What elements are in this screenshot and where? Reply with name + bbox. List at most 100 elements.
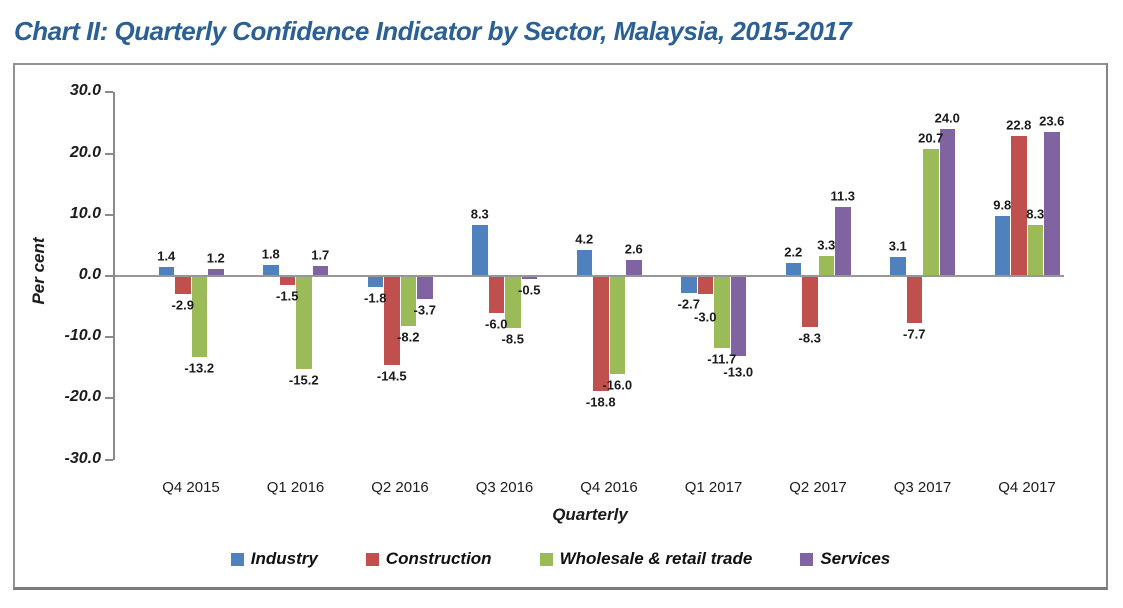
x-category-label: Q4 2017 — [998, 479, 1056, 496]
bar-label: 24.0 — [934, 110, 960, 126]
bar — [626, 260, 642, 276]
bar-label: 1.2 — [206, 250, 225, 266]
bar-label: -2.9 — [171, 297, 194, 313]
bar-label: -14.5 — [376, 368, 407, 384]
bar-label: -0.5 — [518, 282, 541, 298]
bar — [593, 276, 609, 392]
x-axis-title: Quarterly — [552, 505, 628, 524]
y-tick-label: 20.0 — [69, 143, 101, 161]
bar-label: -8.5 — [501, 331, 524, 347]
plot-area: Per cent 30.0 20.0 10.0 0.0 -10.0 -20.0 -30.0 Q… — [15, 65, 1106, 587]
bar — [400, 276, 416, 327]
x-category-label: Q4 2015 — [162, 479, 220, 496]
bar-label: 4.2 — [575, 231, 594, 247]
bar — [417, 276, 433, 299]
y-tick-mark — [105, 213, 113, 216]
bar — [1011, 136, 1027, 276]
y-tick-label: -20.0 — [64, 388, 101, 406]
bar — [939, 129, 955, 276]
bar — [1027, 225, 1043, 276]
bar-label: -11.7 — [707, 351, 737, 367]
x-category-label: Q2 2016 — [371, 479, 429, 496]
y-axis-line — [113, 92, 115, 460]
bar — [576, 250, 592, 276]
bar-label: 1.4 — [157, 248, 176, 264]
bar-label: 1.7 — [311, 247, 330, 263]
bar-label: 2.6 — [624, 241, 643, 257]
legend-item: Wholesale & retail trade — [539, 549, 753, 569]
bar — [923, 149, 939, 276]
bar — [279, 276, 295, 286]
bar-label: -7.7 — [903, 326, 926, 342]
x-category-label: Q1 2017 — [684, 479, 743, 496]
bar — [191, 276, 207, 357]
bar — [263, 264, 279, 276]
legend-item: Construction — [365, 549, 492, 569]
bar-label: -8.2 — [397, 329, 420, 345]
bar-label: -1.8 — [364, 290, 387, 306]
bar-label: -16.0 — [602, 377, 633, 393]
bar — [158, 267, 174, 276]
bar-label: 22.8 — [1006, 117, 1032, 133]
chart-frame: Per cent 30.0 20.0 10.0 0.0 -10.0 -20.0 -30.0 Q… — [13, 63, 1108, 590]
legend-label: Construction — [385, 549, 492, 568]
y-tick-mark — [105, 91, 113, 94]
y-tick-label: 10.0 — [69, 204, 101, 222]
y-tick-label: -10.0 — [64, 327, 101, 345]
bar-label: 3.1 — [888, 238, 907, 254]
bar — [802, 276, 818, 327]
y-tick-label: 0.0 — [78, 266, 101, 283]
zero-line — [115, 275, 1064, 277]
bar-label: 1.8 — [261, 246, 280, 262]
bar — [890, 257, 906, 276]
bar — [697, 276, 713, 295]
bar-label: -1.5 — [276, 288, 299, 304]
bar — [818, 255, 834, 276]
legend: Industry Construction Wholesale & retail t… — [15, 549, 1106, 569]
bar-label: 2.2 — [784, 244, 803, 260]
legend-item: Services — [800, 549, 890, 569]
y-tick-label: -30.0 — [64, 449, 101, 467]
y-tick-label: 30.0 — [69, 82, 101, 100]
x-category-label: Q3 2017 — [893, 479, 952, 496]
bar — [505, 276, 521, 329]
bar — [312, 265, 328, 276]
bar-label: -3.0 — [694, 309, 717, 325]
y-tick-mark — [105, 152, 113, 155]
bar — [367, 276, 383, 288]
bar — [730, 276, 746, 356]
bar — [906, 276, 922, 324]
bar-label: -15.2 — [288, 372, 319, 388]
bar — [488, 276, 504, 313]
bar-label: 23.6 — [1039, 113, 1065, 129]
bar-label: 8.3 — [470, 206, 489, 222]
bar-label: -13.2 — [184, 360, 215, 376]
bar — [994, 216, 1010, 276]
bar — [609, 276, 625, 374]
legend-swatch-icon — [539, 552, 553, 566]
bar-label: -13.0 — [723, 364, 754, 380]
x-category-label: Q4 2016 — [580, 479, 638, 496]
bar — [681, 276, 697, 293]
page-title: Chart II: Quarterly Confidence Indicator… — [14, 16, 852, 46]
bar — [1044, 131, 1060, 276]
bar — [835, 206, 851, 276]
legend-label: Services — [820, 549, 891, 568]
y-tick-mark — [105, 336, 113, 339]
bar — [521, 276, 537, 280]
legend-label: Industry — [250, 549, 318, 568]
legend-swatch-icon — [230, 552, 244, 566]
bar — [714, 276, 730, 348]
bar-label: -3.7 — [413, 302, 436, 318]
bar — [785, 262, 801, 276]
bar-label: -8.3 — [798, 330, 821, 346]
bar-label: 20.7 — [918, 130, 944, 146]
bar — [472, 225, 488, 276]
legend-swatch-icon — [365, 552, 379, 566]
legend-swatch-icon — [800, 552, 814, 566]
legend-label: Wholesale & retail trade — [559, 549, 753, 568]
x-category-label: Q3 2016 — [475, 479, 534, 496]
y-tick-mark — [105, 397, 113, 400]
y-tick-mark — [105, 275, 113, 277]
